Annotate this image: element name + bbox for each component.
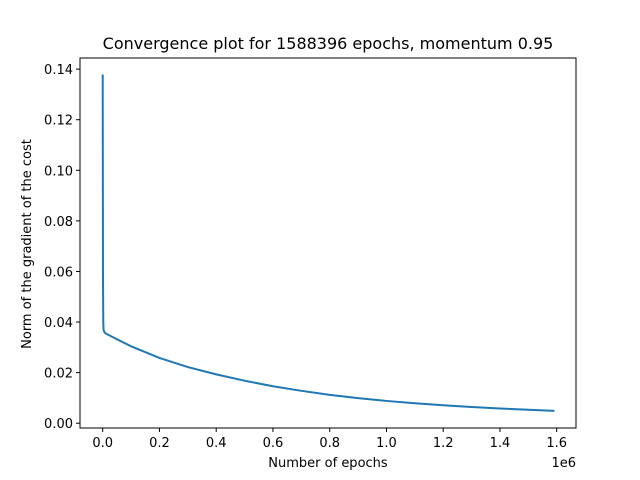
- x-tick-label: 0.6: [263, 436, 284, 451]
- x-tick-label: 0.4: [206, 436, 227, 451]
- x-tick-label: 0.2: [149, 436, 170, 451]
- y-tick-label: 0.14: [44, 63, 73, 78]
- y-axis-label: Norm of the gradient of the cost: [20, 139, 35, 349]
- x-tick-label: 1.4: [490, 436, 511, 451]
- y-tick-label: 0.08: [44, 215, 73, 230]
- x-tick-label: 1.0: [376, 436, 397, 451]
- x-tick-label: 1.6: [546, 436, 567, 451]
- y-tick-label: 0.10: [44, 164, 73, 179]
- chart-title: Convergence plot for 1588396 epochs, mom…: [103, 34, 554, 53]
- x-axis-label: Number of epochs: [268, 456, 388, 471]
- plot-area: 0.0 0.2 0.4 0.6 0.8 1.0 1.2 1.4 1.6 0.00 0.02 0.04 0…: [44, 57, 577, 451]
- y-tick-label: 0.12: [44, 114, 73, 129]
- y-tick-label: 0.00: [44, 417, 73, 432]
- y-tick-label: 0.02: [44, 367, 73, 382]
- series-line-0: [101, 74, 555, 412]
- x-tick-label: 0.8: [319, 436, 340, 451]
- x-offset-label: 1e6: [551, 456, 576, 471]
- x-tick-label: 0.0: [92, 436, 113, 451]
- x-tick-label: 1.2: [433, 436, 454, 451]
- plot-frame: [79, 57, 577, 429]
- y-tick-label: 0.04: [44, 316, 73, 331]
- y-tick-label: 0.06: [44, 265, 73, 280]
